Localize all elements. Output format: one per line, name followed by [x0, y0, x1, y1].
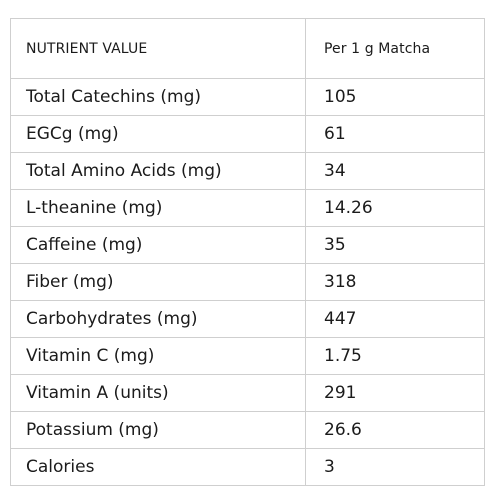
nutrient-name-cell: Vitamin A (units) [10, 374, 306, 412]
table-row: Carbohydrates (mg) 447 [10, 300, 485, 338]
nutrient-value-cell: 35 [305, 226, 485, 264]
nutrient-name-cell: Vitamin C (mg) [10, 337, 306, 375]
nutrition-table: NUTRIENT VALUE Per 1 g Matcha Total Cate… [10, 18, 485, 486]
nutrient-name-cell: Calories [10, 448, 306, 486]
nutrient-value-cell: 61 [305, 115, 485, 153]
header-per-1g-matcha: Per 1 g Matcha [305, 18, 485, 79]
table-row: Vitamin C (mg) 1.75 [10, 337, 485, 375]
nutrient-value-cell: 447 [305, 300, 485, 338]
nutrient-name-cell: Total Catechins (mg) [10, 78, 306, 116]
nutrient-value-cell: 34 [305, 152, 485, 190]
nutrient-name-cell: Total Amino Acids (mg) [10, 152, 306, 190]
table-row: Potassium (mg) 26.6 [10, 411, 485, 449]
header-nutrient-value: NUTRIENT VALUE [10, 18, 306, 79]
nutrient-value-cell: 14.26 [305, 189, 485, 227]
table-row: Caffeine (mg) 35 [10, 226, 485, 264]
table-row: Calories 3 [10, 448, 485, 486]
nutrient-value-cell: 3 [305, 448, 485, 486]
nutrient-name-cell: Carbohydrates (mg) [10, 300, 306, 338]
table-row: Total Amino Acids (mg) 34 [10, 152, 485, 190]
nutrient-name-cell: Fiber (mg) [10, 263, 306, 301]
nutrient-value-cell: 318 [305, 263, 485, 301]
table-header: NUTRIENT VALUE Per 1 g Matcha [10, 18, 485, 79]
table-row: EGCg (mg) 61 [10, 115, 485, 153]
table-body: Total Catechins (mg) 105 EGCg (mg) 61 To… [10, 78, 485, 486]
nutrient-value-cell: 1.75 [305, 337, 485, 375]
nutrient-name-cell: L-theanine (mg) [10, 189, 306, 227]
table-row: Fiber (mg) 318 [10, 263, 485, 301]
nutrient-name-cell: EGCg (mg) [10, 115, 306, 153]
table-row: L-theanine (mg) 14.26 [10, 189, 485, 227]
nutrient-value-cell: 105 [305, 78, 485, 116]
nutrient-name-cell: Potassium (mg) [10, 411, 306, 449]
nutrient-value-cell: 26.6 [305, 411, 485, 449]
nutrient-value-cell: 291 [305, 374, 485, 412]
table-row: Total Catechins (mg) 105 [10, 78, 485, 116]
table-row: Vitamin A (units) 291 [10, 374, 485, 412]
header-row: NUTRIENT VALUE Per 1 g Matcha [10, 18, 485, 79]
nutrient-name-cell: Caffeine (mg) [10, 226, 306, 264]
